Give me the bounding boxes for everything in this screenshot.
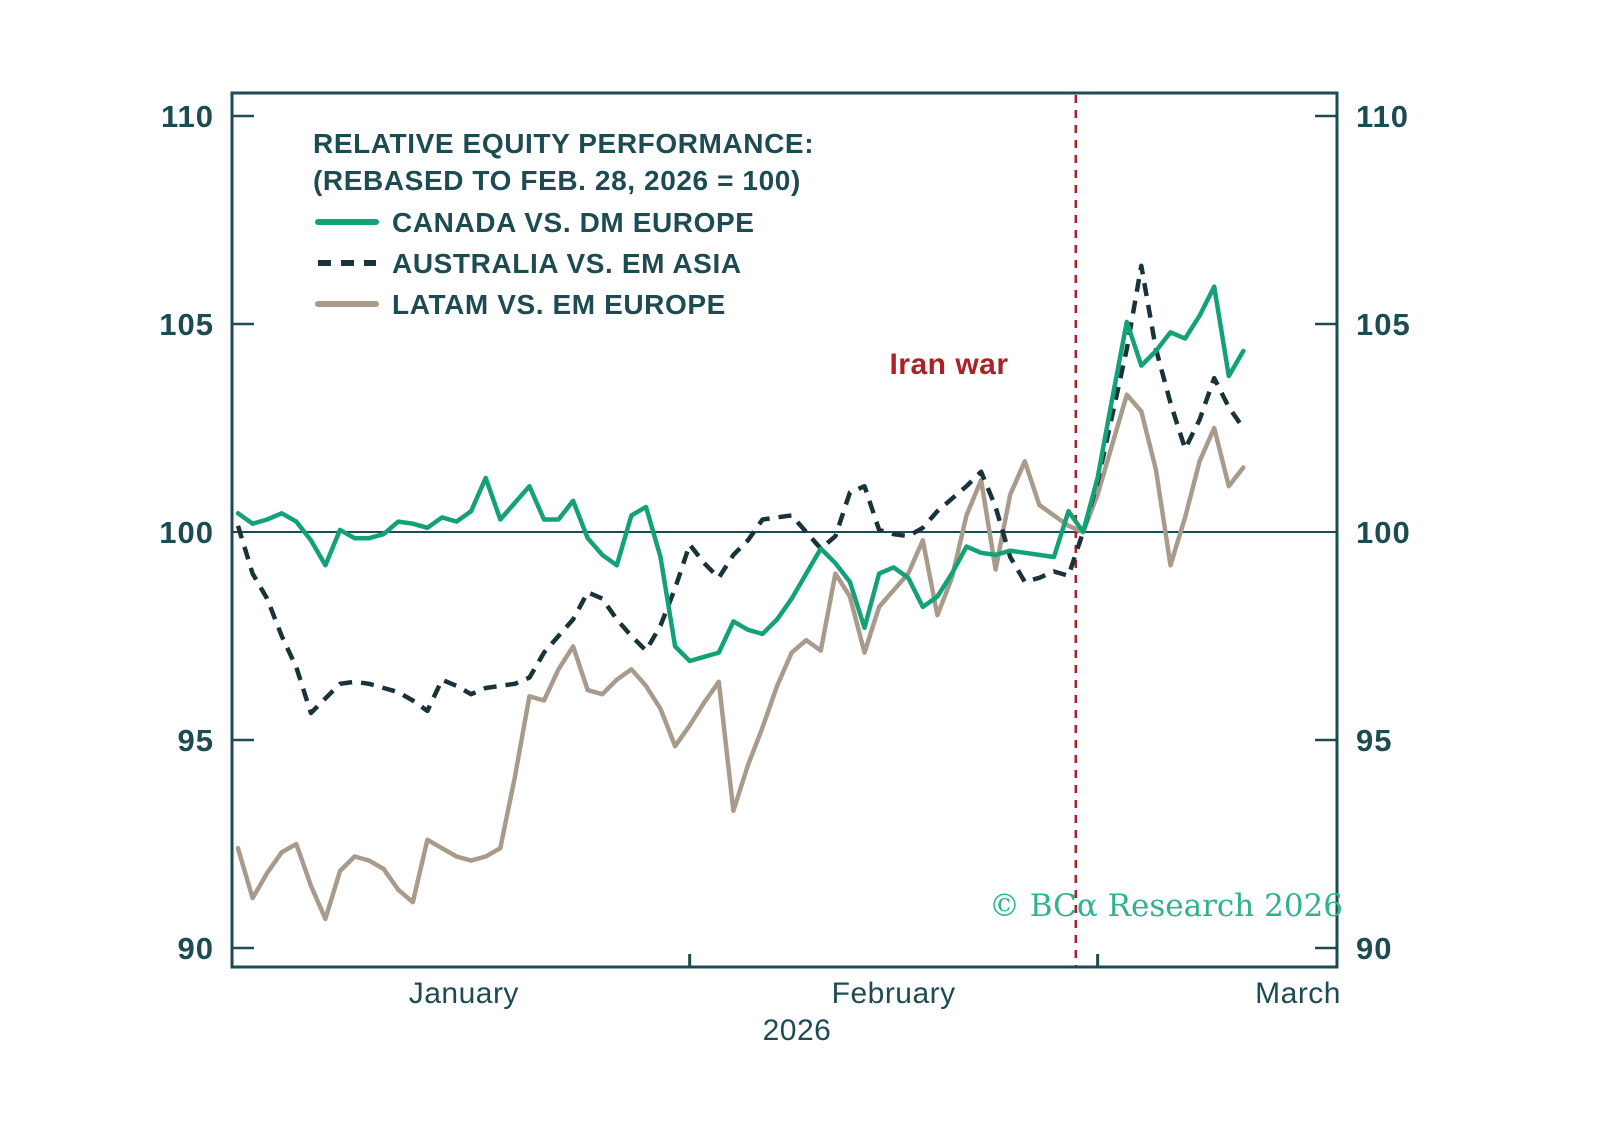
y-tick-label-left: 95 — [178, 723, 214, 758]
series-line-australia-vs-em-asia — [235, 263, 1246, 716]
chart-subtitle: (REBASED TO FEB. 28, 2026 = 100) — [313, 165, 801, 196]
axes: 90 90 95 95 100 100 105 105 110 110 January Februar… — [159, 99, 1411, 1010]
x-month-label: January — [409, 977, 519, 1010]
series-line-latam-vs-em-europe — [235, 392, 1246, 922]
legend-label-australia: AUSTRALIA VS. EM ASIA — [392, 248, 742, 279]
x-axis-year-label: 2026 — [763, 1014, 832, 1047]
plot-frame — [230, 91, 1339, 969]
y-tick-label-right: 100 — [1356, 515, 1411, 550]
legend: RELATIVE EQUITY PERFORMANCE: (REBASED TO… — [313, 128, 814, 320]
legend-label-latam: LATAM VS. EM EUROPE — [392, 289, 726, 320]
plot-series — [235, 263, 1246, 922]
x-month-label: March — [1255, 977, 1341, 1010]
chart-title: RELATIVE EQUITY PERFORMANCE: — [313, 128, 814, 159]
x-month-label: February — [832, 977, 956, 1010]
y-tick-label-left: 100 — [159, 515, 214, 550]
y-tick-label-left: 105 — [159, 307, 214, 342]
legend-label-canada: CANADA VS. DM EUROPE — [392, 207, 755, 238]
y-tick-label-right: 110 — [1356, 99, 1409, 134]
watermark: © BCα Research 2026 — [989, 888, 1343, 924]
y-tick-label-right: 90 — [1356, 931, 1392, 966]
y-tick-label-right: 105 — [1356, 307, 1411, 342]
y-tick-label-left: 110 — [161, 99, 214, 134]
y-tick-label-left: 90 — [178, 931, 214, 966]
event-label: Iran war — [889, 348, 1008, 381]
y-tick-label-right: 95 — [1356, 723, 1392, 758]
series-line-canada-vs-dm-europe — [235, 284, 1246, 664]
